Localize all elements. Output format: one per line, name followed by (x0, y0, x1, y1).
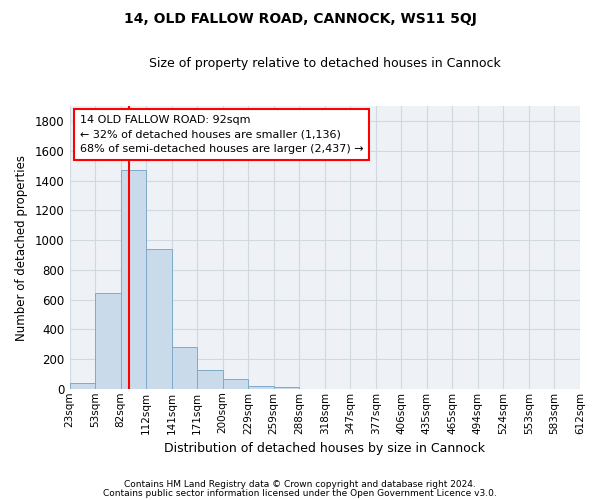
Bar (172, 346, 197, 389)
Bar (70, 383, 95, 389)
Text: 14, OLD FALLOW ROAD, CANNOCK, WS11 5QJ: 14, OLD FALLOW ROAD, CANNOCK, WS11 5QJ (124, 12, 476, 26)
Text: Contains public sector information licensed under the Open Government Licence v3: Contains public sector information licen… (103, 489, 497, 498)
Text: Contains HM Land Registry data © Crown copyright and database right 2024.: Contains HM Land Registry data © Crown c… (124, 480, 476, 489)
Bar (95, 293, 121, 389)
Bar (223, 380, 248, 389)
Text: 14 OLD FALLOW ROAD: 92sqm
← 32% of detached houses are smaller (1,136)
68% of se: 14 OLD FALLOW ROAD: 92sqm ← 32% of detac… (80, 115, 364, 154)
Bar (146, 250, 172, 389)
Title: Size of property relative to detached houses in Cannock: Size of property relative to detached ho… (149, 58, 500, 70)
Bar (121, 170, 146, 389)
X-axis label: Distribution of detached houses by size in Cannock: Distribution of detached houses by size … (164, 442, 485, 455)
Bar (248, 386, 274, 389)
Bar (197, 370, 223, 389)
Bar (274, 388, 299, 389)
Y-axis label: Number of detached properties: Number of detached properties (15, 154, 28, 340)
